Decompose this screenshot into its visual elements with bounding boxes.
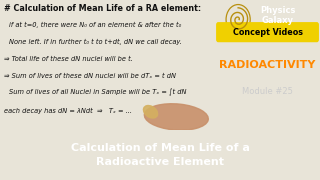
Text: Module #25: Module #25 [242,87,293,96]
Text: ⇒ Total life of these dN nuclei will be t.: ⇒ Total life of these dN nuclei will be … [4,56,133,62]
Text: # Calculation of Mean Life of a RA element:: # Calculation of Mean Life of a RA eleme… [4,4,201,13]
Ellipse shape [144,104,208,130]
Text: None left. If in further t₀ t to t+dt, dN we call decay.: None left. If in further t₀ t to t+dt, d… [9,39,181,45]
Ellipse shape [143,105,158,118]
Text: Physics
Galaxy: Physics Galaxy [260,6,296,25]
Text: ⇒ Sum of lives of these dN nuclei will be dTₓ = t dN: ⇒ Sum of lives of these dN nuclei will b… [4,73,176,79]
Text: RADIOACTIVITY: RADIOACTIVITY [219,60,316,70]
Text: Sum of lives of all Nuclei in Sample will be Tₓ = ∫t dN: Sum of lives of all Nuclei in Sample wil… [9,88,186,96]
Text: each decay has dN = λNdt  ⇒   Tₓ = ...: each decay has dN = λNdt ⇒ Tₓ = ... [4,108,132,114]
Text: Calculation of Mean Life of a
Radioactive Element: Calculation of Mean Life of a Radioactiv… [71,143,249,167]
FancyBboxPatch shape [216,22,319,42]
Text: Concept Videos: Concept Videos [233,28,302,37]
Text: if at t=0, there were N₀ of an element & after the t₀: if at t=0, there were N₀ of an element &… [9,22,181,28]
